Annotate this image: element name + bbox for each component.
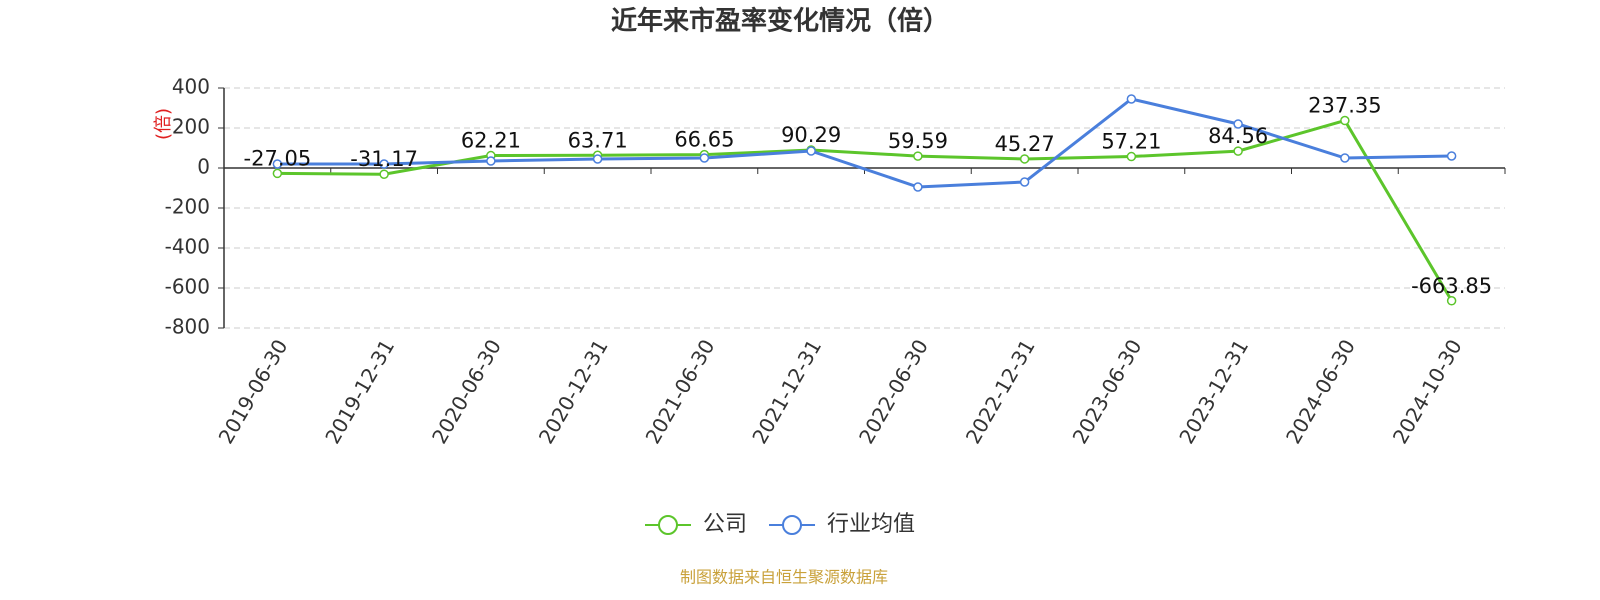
data-point (1019, 154, 1030, 164)
x-tick-label: 2020-12-31 (534, 335, 613, 448)
x-tick-label: 2024-06-30 (1281, 335, 1360, 448)
data-label: 57.21 (1101, 130, 1161, 154)
series-line (277, 118, 1453, 302)
data-label: -663.85 (1411, 274, 1492, 298)
x-tick-label: 2020-06-30 (427, 335, 506, 448)
data-point (272, 159, 283, 169)
y-tick-label: -800 (165, 315, 210, 339)
y-axis-label: (倍) (153, 108, 174, 140)
y-tick-label: 200 (172, 115, 210, 139)
data-label: -27.05 (244, 146, 312, 170)
legend-swatch (658, 515, 678, 535)
data-label: 62.21 (461, 129, 521, 153)
data-point (1126, 151, 1137, 162)
x-tick-label: 2022-06-30 (854, 335, 933, 448)
legend-label: 公司 (703, 512, 747, 537)
y-tick-label: 400 (172, 75, 210, 99)
data-label: 66.65 (674, 128, 734, 152)
data-point (379, 159, 389, 169)
data-label: 90.29 (781, 123, 841, 147)
legend: 公司 行业均值 (645, 512, 915, 537)
data-point (1233, 119, 1243, 129)
x-tick-label: 2021-06-30 (641, 335, 720, 448)
x-tick-label: 2019-12-31 (320, 335, 399, 448)
data-point (1340, 115, 1350, 126)
data-point (1340, 153, 1350, 163)
data-label: -31.17 (350, 147, 418, 171)
data-point (1233, 146, 1243, 156)
data-point (1126, 94, 1137, 104)
data-label: 84.56 (1208, 124, 1268, 148)
data-point (913, 182, 923, 192)
data-point (806, 146, 816, 156)
x-tick-label: 2024-10-30 (1388, 335, 1467, 448)
y-tick-label: -400 (165, 235, 210, 259)
y-tick-label: -200 (165, 195, 210, 219)
x-tick-label: 2021-12-31 (747, 335, 826, 448)
x-tick-label: 2023-06-30 (1068, 335, 1147, 448)
data-point (486, 156, 496, 166)
chart-title: 近年来市盈率变化情况（倍） (611, 6, 949, 37)
source-note: 制图数据来自恒生聚源数据库 (680, 568, 888, 587)
legend-swatch (782, 515, 803, 535)
legend-label: 行业均值 (827, 512, 915, 537)
data-point (1019, 177, 1030, 187)
x-tick-label: 2019-06-30 (214, 335, 293, 448)
data-label: 63.71 (568, 128, 628, 152)
data-point (913, 151, 923, 161)
data-point (1446, 151, 1457, 161)
y-tick-label: 0 (197, 155, 210, 179)
x-tick-label: 2022-12-31 (961, 335, 1040, 448)
data-label: 237.35 (1308, 94, 1381, 118)
data-point (699, 153, 710, 163)
data-label: 59.59 (888, 129, 948, 153)
y-tick-label: -600 (165, 275, 210, 299)
x-tick-label: 2023-12-31 (1174, 335, 1253, 448)
data-point (272, 168, 283, 179)
data-label: 45.27 (995, 132, 1055, 156)
series-line (277, 97, 1452, 189)
data-point (592, 154, 603, 164)
data-point (1446, 296, 1457, 306)
data-point (379, 169, 389, 179)
